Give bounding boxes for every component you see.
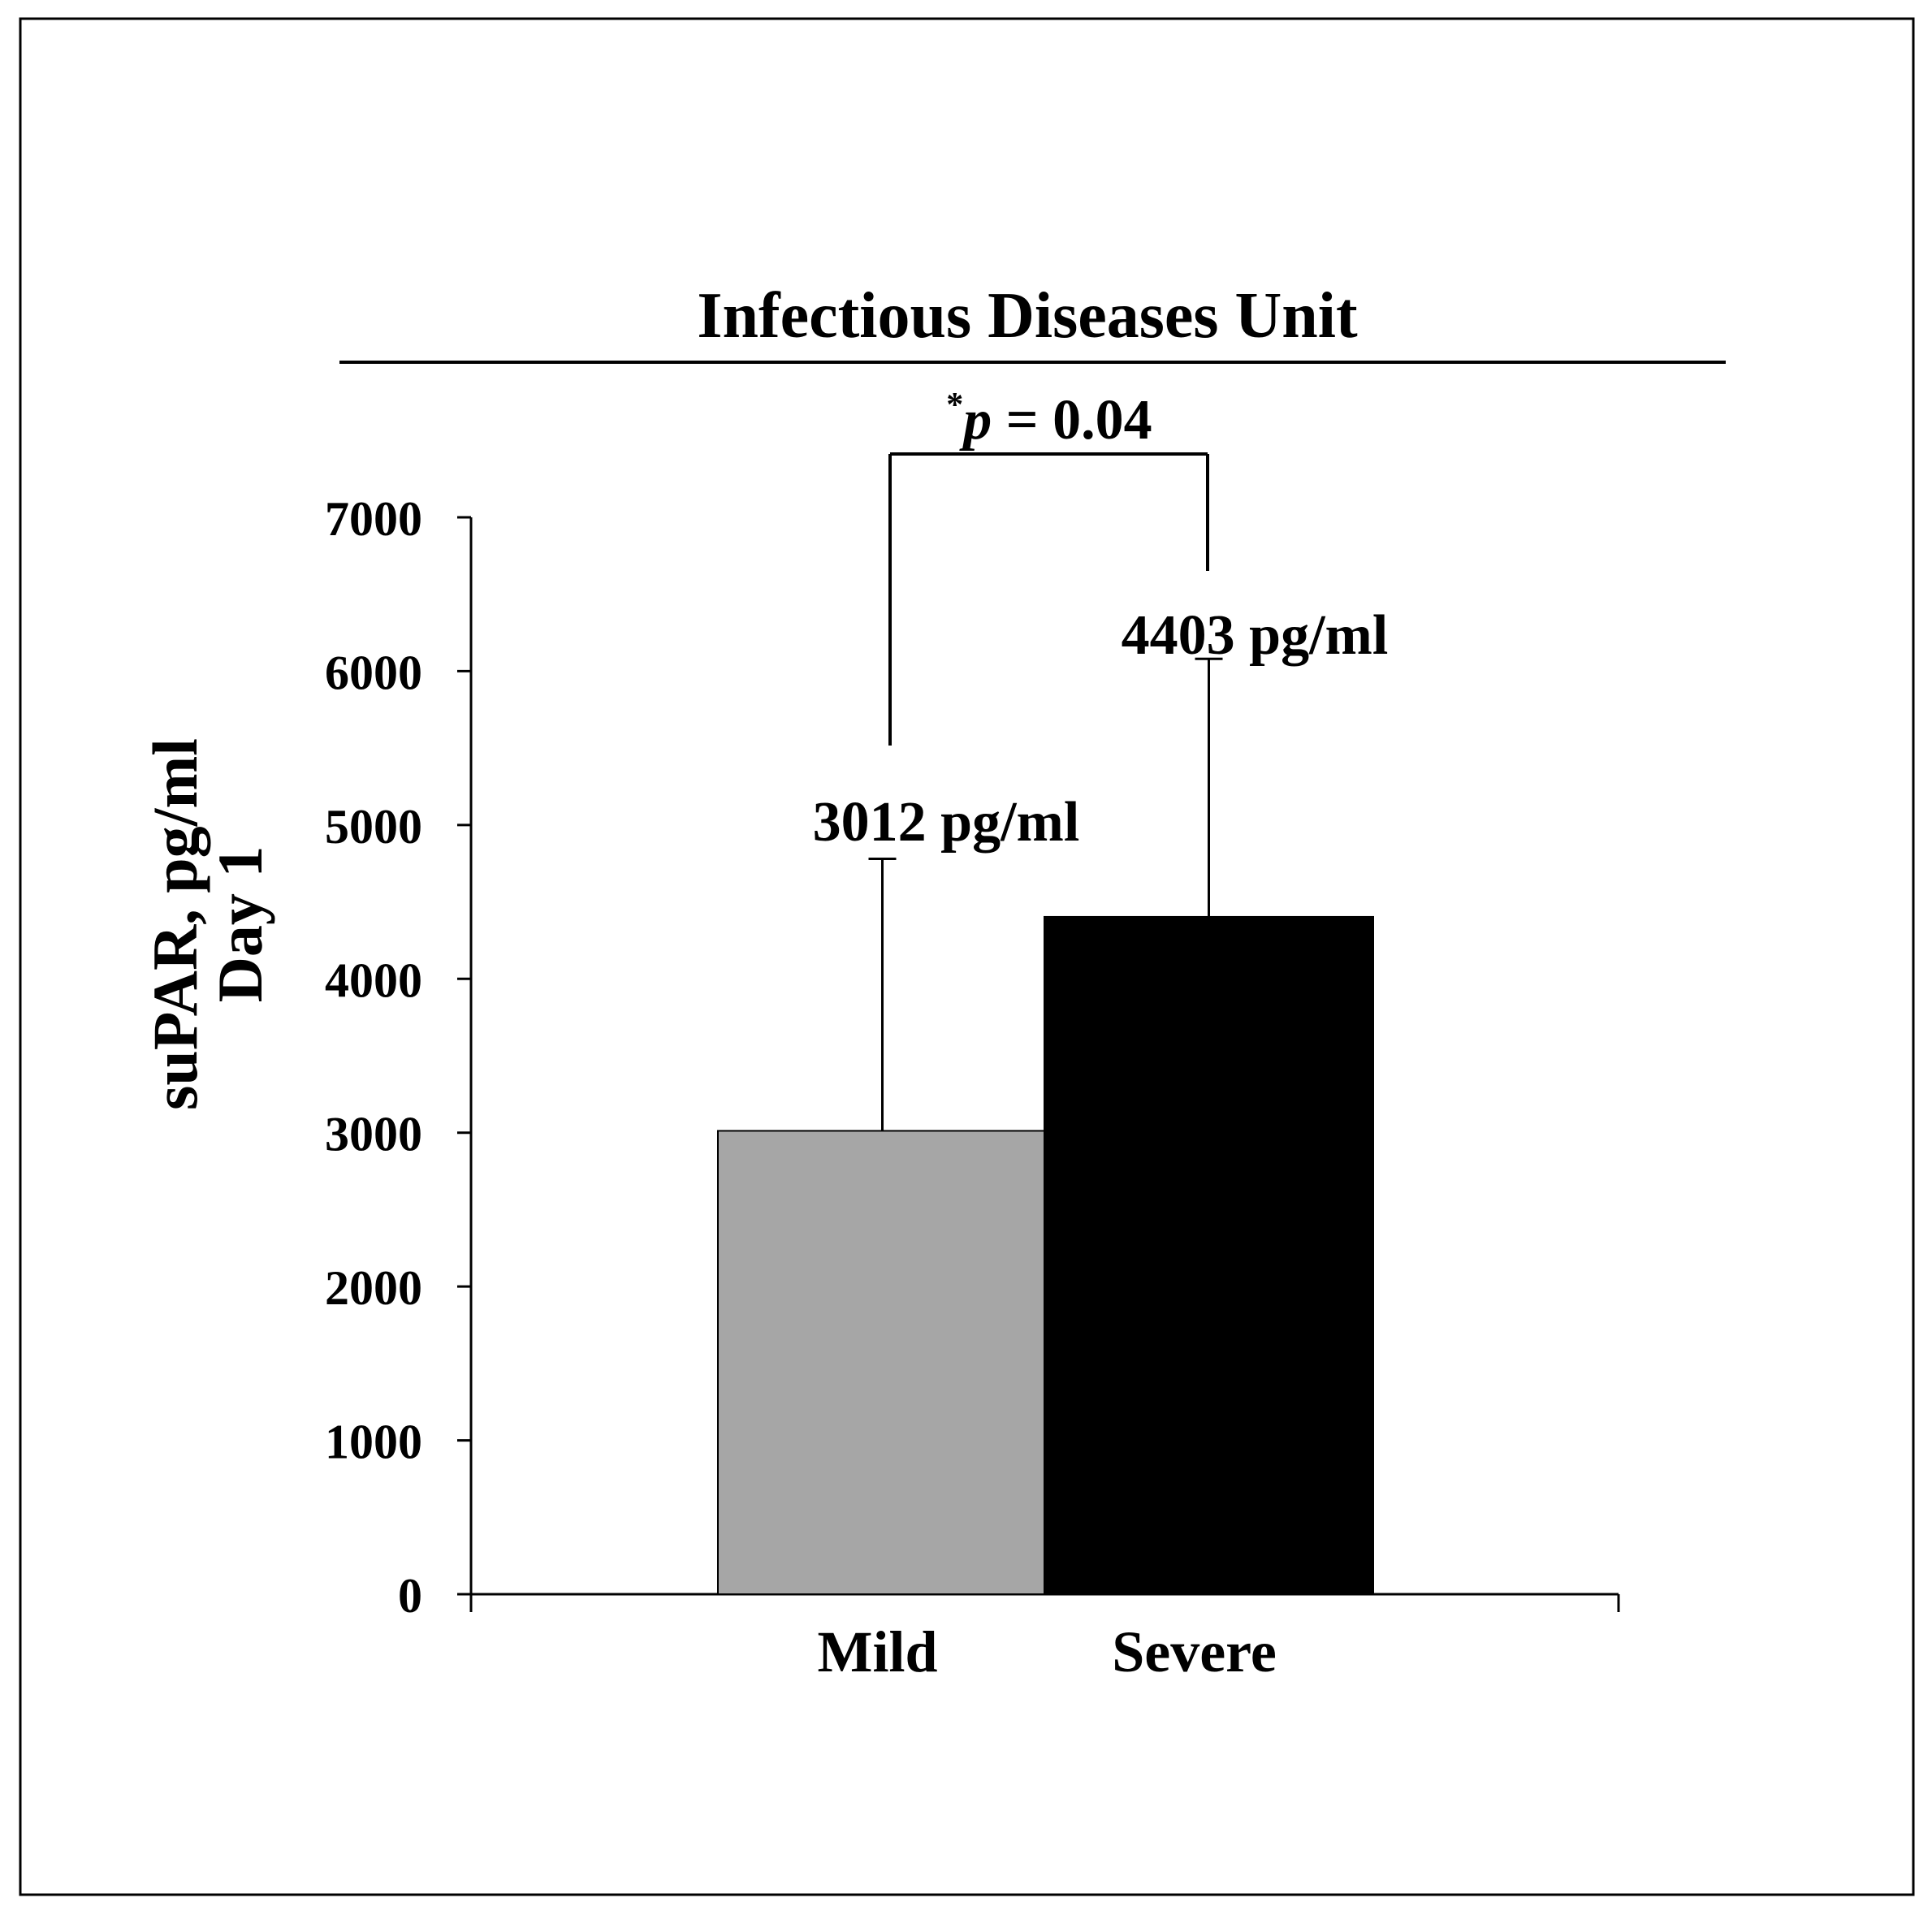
y-axis-label-line-1: suPAR, pg/ml: [140, 738, 210, 1110]
y-tick-label: 0: [398, 1569, 422, 1623]
y-tick-label: 2000: [325, 1261, 422, 1315]
bar-mild: [717, 1130, 1048, 1595]
y-axis-label: suPAR, pg/ml Day 1: [140, 738, 275, 1110]
y-tick-label: 1000: [325, 1416, 422, 1469]
data-label-mild: 3012 pg/ml: [813, 791, 1080, 854]
x-tick-label: Severe: [1112, 1619, 1277, 1684]
y-axis-label-line-2: Day 1: [205, 846, 275, 1003]
y-tick-label: 3000: [325, 1108, 422, 1161]
data-label-severe: 4403 pg/ml: [1122, 604, 1389, 667]
significance-label: *p = 0.04: [946, 387, 1152, 452]
y-tick-label: 6000: [325, 646, 422, 699]
bar-severe: [1044, 915, 1374, 1596]
y-tick-label: 7000: [325, 492, 422, 546]
plot-area: 0 1000 2000 3000 4000 5000 6000 7000 Mild Severe 3…: [325, 387, 1620, 1684]
x-tick-label: Mild: [817, 1619, 937, 1684]
y-tick-label: 4000: [325, 953, 422, 1007]
chart-title: Infectious Diseases Unit: [697, 280, 1358, 352]
y-tick-label: 5000: [325, 800, 422, 854]
